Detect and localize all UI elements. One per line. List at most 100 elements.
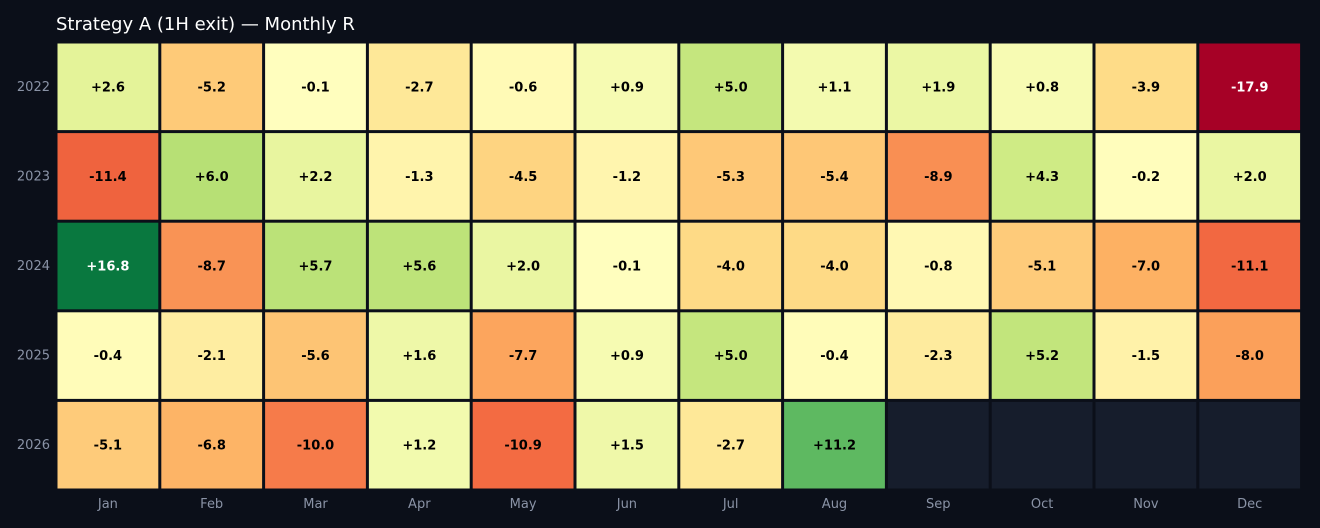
heatmap-cell-2023-sep (887, 133, 989, 220)
cell-value-label: +1.5 (610, 439, 644, 454)
cell-value-label: -1.5 (1132, 349, 1160, 364)
cell-value-label: -10.0 (297, 439, 334, 454)
cell-value-label: +5.2 (1025, 349, 1059, 364)
cell-value-label: -5.3 (716, 170, 744, 185)
column-label-aug: Aug (822, 497, 847, 512)
cell-value-label: -8.0 (1235, 349, 1263, 364)
heatmap-cell-2022-aug (784, 43, 885, 131)
heatmap-cell-2024-apr (368, 222, 470, 310)
heatmap-cell-2022-nov (1095, 43, 1197, 131)
cell-value-label: -10.9 (504, 439, 541, 454)
heatmap-cell-2026-mar (265, 401, 366, 489)
heatmap-cell-2025-sep (887, 312, 989, 399)
cell-value-label: -2.7 (405, 80, 433, 95)
heatmap-cell-2026-oct (991, 401, 1093, 489)
cell-value-label: -4.0 (820, 260, 848, 275)
heatmap-cell-2025-dec (1199, 312, 1301, 399)
heatmap-cell-2024-jun (576, 222, 678, 310)
cell-value-label: -0.1 (613, 260, 641, 275)
cell-value-label: +0.9 (610, 349, 644, 364)
cell-value-label: -17.9 (1231, 80, 1268, 95)
cell-value-label: -2.1 (197, 349, 225, 364)
row-label-2025: 2025 (17, 349, 50, 364)
column-label-feb: Feb (200, 497, 223, 512)
cell-value-label: -5.1 (94, 439, 122, 454)
column-label-apr: Apr (408, 497, 431, 512)
cell-value-label: +5.0 (714, 349, 748, 364)
heatmap-cell-2025-jan (57, 312, 159, 399)
heatmap-cell-2026-apr (368, 401, 470, 489)
heatmap-cell-2026-jan (57, 401, 159, 489)
chart-title: Strategy A (1H exit) — Monthly R (56, 14, 355, 35)
row-label-2022: 2022 (17, 80, 50, 95)
cell-value-label: -5.6 (301, 349, 329, 364)
cell-value-label: -4.5 (509, 170, 537, 185)
column-label-jun: Jun (616, 497, 637, 512)
heatmap-cell-2025-jul (680, 312, 782, 399)
column-label-nov: Nov (1133, 497, 1159, 512)
heatmap-cell-2025-jun (576, 312, 678, 399)
cell-value-label: +6.0 (195, 170, 229, 185)
column-label-jul: Jul (722, 497, 739, 512)
cell-value-label: -0.8 (924, 260, 952, 275)
column-label-may: May (510, 497, 537, 512)
heatmap-cell-2023-feb (161, 133, 263, 220)
heatmap-cell-2024-jan (57, 222, 159, 310)
cell-value-label: -0.4 (94, 349, 122, 364)
cell-value-label: -6.8 (197, 439, 225, 454)
heatmap-cell-2023-aug (784, 133, 885, 220)
heatmap-cell-2025-apr (368, 312, 470, 399)
row-label-2023: 2023 (17, 169, 50, 184)
heatmap-cell-2023-mar (265, 133, 366, 220)
heatmap-cell-2026-feb (161, 401, 263, 489)
heatmap-cell-2024-jul (680, 222, 782, 310)
heatmap-cell-2025-feb (161, 312, 263, 399)
heatmap-cell-2022-oct (991, 43, 1093, 131)
heatmap-cell-2026-may (472, 401, 574, 489)
cell-value-label: +5.7 (299, 260, 333, 275)
cell-value-label: -0.2 (1132, 170, 1160, 185)
cell-value-label: +4.3 (1025, 170, 1059, 185)
cell-value-label: +1.6 (402, 349, 436, 364)
heatmap-cell-2024-may (472, 222, 574, 310)
heatmap-cell-2023-jul (680, 133, 782, 220)
cell-value-label: -2.7 (716, 439, 744, 454)
cell-value-label: -5.2 (197, 80, 225, 95)
cell-value-label: +2.0 (1233, 170, 1267, 185)
cell-value-label: -0.4 (820, 349, 848, 364)
cell-value-label: -0.6 (509, 80, 537, 95)
cell-value-label: +0.8 (1025, 80, 1059, 95)
cell-value-label: +2.2 (299, 170, 333, 185)
column-label-sep: Sep (926, 497, 951, 512)
cell-value-label: +2.0 (506, 260, 540, 275)
cell-value-label: -2.3 (924, 349, 952, 364)
cell-value-label: +11.2 (813, 439, 856, 454)
heatmap-cell-2025-nov (1095, 312, 1197, 399)
column-label-dec: Dec (1237, 497, 1262, 512)
cell-value-label: +1.1 (818, 80, 852, 95)
cell-value-label: +5.6 (402, 260, 436, 275)
cell-value-label: +1.2 (402, 439, 436, 454)
cell-value-label: -7.7 (509, 349, 537, 364)
cell-value-label: -5.4 (820, 170, 848, 185)
heatmap-cell-2024-nov (1095, 222, 1197, 310)
cell-value-label: -7.0 (1132, 260, 1160, 275)
column-label-jan: Jan (97, 497, 118, 512)
heatmap-cell-2023-oct (991, 133, 1093, 220)
cell-value-label: -0.1 (301, 80, 329, 95)
cell-value-label: +5.0 (714, 80, 748, 95)
row-label-2024: 2024 (17, 259, 50, 274)
heatmap-cell-2022-jun (576, 43, 678, 131)
column-label-mar: Mar (303, 497, 328, 512)
heatmap-cell-2023-apr (368, 133, 470, 220)
heatmap-cell-2025-may (472, 312, 574, 399)
heatmap-cell-2023-dec (1199, 133, 1301, 220)
row-label-2026: 2026 (17, 438, 50, 453)
cell-value-label: -8.7 (197, 260, 225, 275)
heatmap-cell-2025-aug (784, 312, 885, 399)
cell-value-label: -1.2 (613, 170, 641, 185)
heatmap-cell-2026-aug (784, 401, 885, 489)
heatmap-cell-2022-mar (265, 43, 366, 131)
heatmap-cell-2023-nov (1095, 133, 1197, 220)
